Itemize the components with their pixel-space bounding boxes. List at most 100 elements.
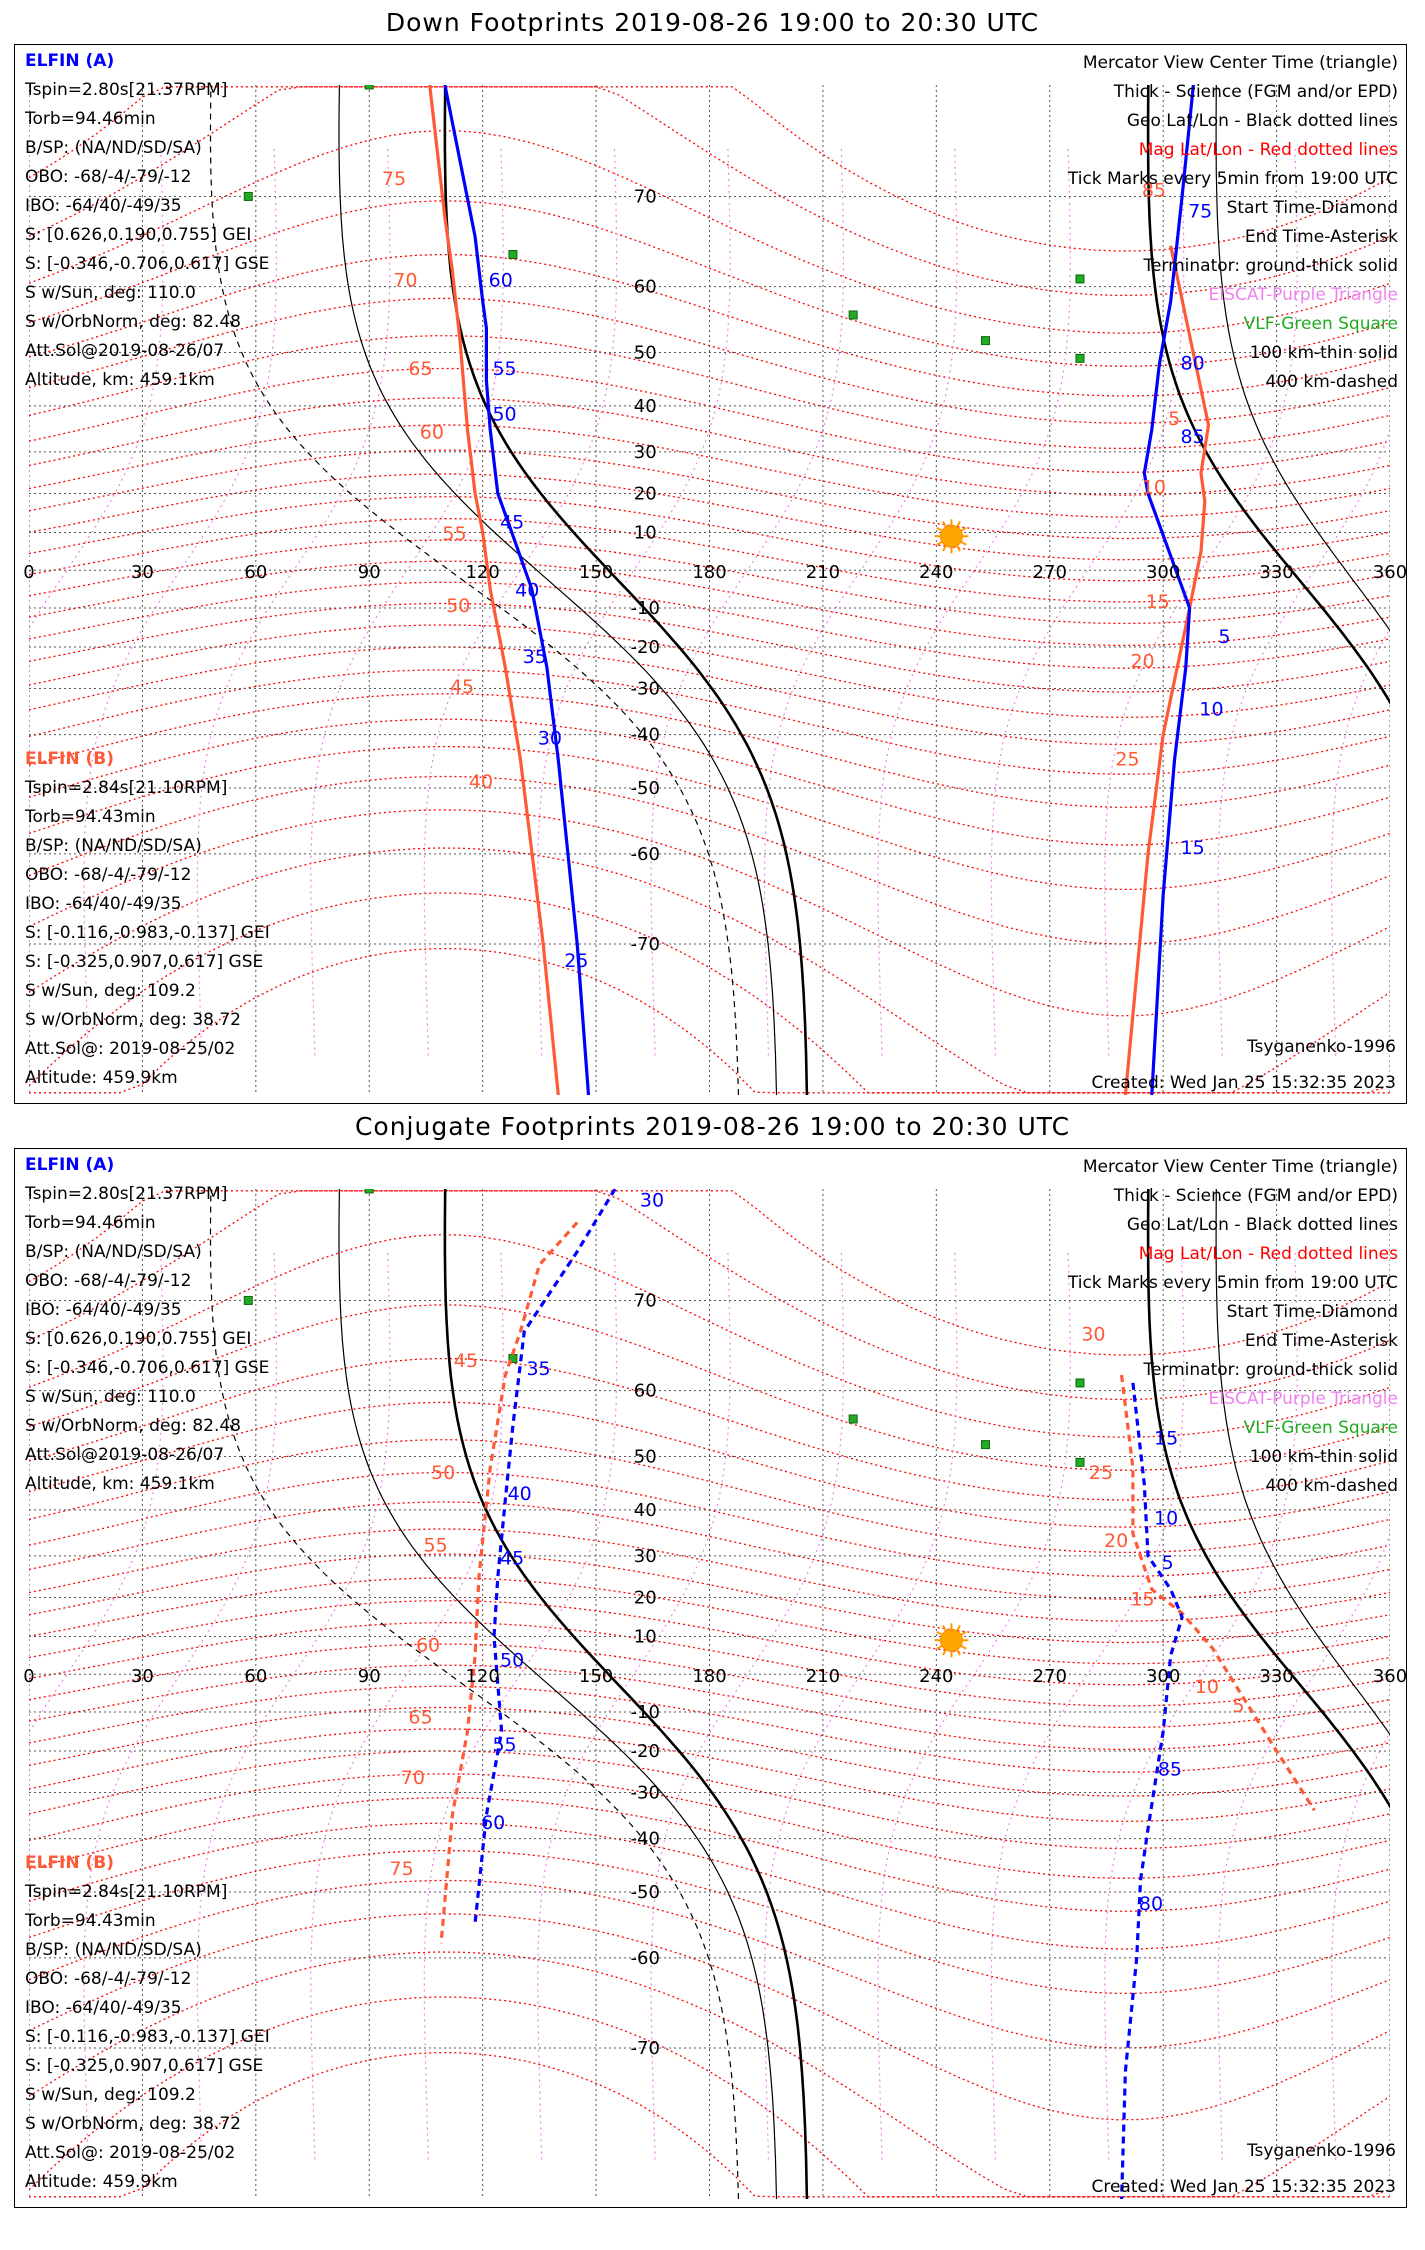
- longitude-tick-label: 330: [1259, 562, 1293, 583]
- elfin-a-tick-label: 35: [523, 646, 547, 668]
- elfin-b-line: Tspin=2.84s[21.10RPM]: [25, 778, 228, 798]
- latitude-tick-label: -40: [631, 1829, 660, 1850]
- longitude-tick-label: 360: [1373, 1666, 1407, 1687]
- legend-entry: Tick Marks every 5min from 19:00 UTC: [1067, 169, 1398, 189]
- vlf-station-square: [508, 249, 518, 259]
- elfin-b-tick-label: 65: [408, 1707, 432, 1729]
- elfin-a-tick-label: 75: [1188, 200, 1212, 222]
- latitude-tick-label: 50: [634, 343, 657, 364]
- elfin-b-tick-label: 65: [408, 358, 432, 380]
- terminator-100km: [1215, 85, 1390, 632]
- mag-longitude-line: [83, 147, 278, 1056]
- elfin-a-tick-label: 45: [500, 1548, 524, 1570]
- elfin-b-tick-label: 15: [1146, 591, 1170, 613]
- elfin-b-line: Tspin=2.84s[21.10RPM]: [25, 1882, 228, 1902]
- elfin-a-tick-label: 40: [508, 1483, 532, 1505]
- sun-icon: [939, 1628, 963, 1652]
- elfin-b-tick-label: 10: [1195, 1676, 1219, 1698]
- conjugate-footprints-panel: 30 35 40 45 50 55 60 15 10 5 85 80 45 50 55 60 65 70 75 30 2…: [14, 1148, 1407, 2208]
- mag-latitude-line: [29, 424, 1390, 518]
- elfin-b-tick-label: 25: [1089, 1462, 1113, 1484]
- longitude-tick-label: 210: [806, 1666, 840, 1687]
- legend-entry: Terminator: ground-thick solid: [1143, 256, 1398, 276]
- terminator-ground: [443, 85, 809, 1095]
- elfin-b-lines: Tspin=2.84s[21.10RPM] Torb=94.43min B/SP: …: [25, 774, 270, 1088]
- legend-entry: EISCAT-Purple Triangle: [1208, 1389, 1398, 1409]
- vlf-station-square: [848, 1414, 858, 1424]
- longitude-tick-label: 30: [131, 1666, 154, 1687]
- elfin-a-tick-label: 10: [1199, 698, 1223, 720]
- elfin-b-line: S w/Sun, deg: 109.2: [25, 981, 196, 1001]
- legend-entry: Geo Lat/Lon - Black dotted lines: [1126, 111, 1398, 131]
- elfin-b-track: [439, 1221, 579, 1944]
- longitude-tick-label: 300: [1146, 1666, 1180, 1687]
- legend-entry: VLF-Green Square: [1243, 314, 1398, 334]
- latitude-tick-label: 70: [634, 186, 657, 207]
- mag-latitude-line: [29, 200, 1390, 367]
- mag-longitude-line: [196, 147, 391, 1056]
- created-label: Created: Wed Jan 25 15:32:35 2023: [1091, 1073, 1396, 1093]
- legend-entry: Tick Marks every 5min from 19:00 UTC: [1067, 1273, 1398, 1293]
- legend-entry: 100 km-thin solid: [1249, 343, 1398, 363]
- mag-latitude-line: [29, 1501, 1390, 1600]
- mag-latitude-line: [29, 539, 1390, 625]
- mag-longitude-line: [763, 147, 958, 1056]
- elfin-a-line: IBO: -64/40/-49/35: [25, 1300, 182, 1320]
- mag-longitude-line: [650, 1251, 845, 2160]
- vlf-station-square: [980, 336, 990, 346]
- mag-latitude-line: [29, 847, 1390, 1094]
- elfin-a-tick-label: 5: [1162, 1552, 1174, 1574]
- longitude-tick-label: 240: [919, 562, 953, 583]
- elfin-a-tick-label: 80: [1181, 353, 1205, 375]
- legend-entry: Start Time-Diamond: [1226, 1302, 1398, 1322]
- elfin-a-line: Torb=94.46min: [25, 1213, 156, 1233]
- latitude-tick-label: -20: [631, 1741, 660, 1762]
- elfin-a-title: ELFIN (A): [25, 1155, 115, 1175]
- terminator-ground: [443, 1189, 809, 2199]
- latitude-tick-label: 30: [634, 442, 657, 463]
- mag-longitude-line: [537, 147, 731, 1056]
- elfin-a-track: [443, 85, 591, 1095]
- elfin-b-line: OBO: -68/-4/-79/-12: [25, 1969, 192, 1989]
- elfin-b-tick-label: 75: [389, 1858, 413, 1880]
- terminator-100km: [1215, 1189, 1390, 1736]
- latitude-tick-label: 70: [634, 1290, 657, 1311]
- latitude-tick-label: 30: [634, 1546, 657, 1567]
- elfin-a-line: Tspin=2.80s[21.37RPM]: [25, 80, 228, 100]
- mag-latitude-line: [29, 1685, 1390, 1773]
- elfin-b-line: S: [-0.116,-0.983,-0.137] GEI: [25, 923, 270, 943]
- longitude-tick-label: 120: [465, 1666, 499, 1687]
- elfin-b-info: ELFIN (B) Tspin=2.84s[21.10RPM] Torb=94.4…: [25, 1849, 270, 2192]
- latitude-tick-label: -70: [631, 2038, 660, 2059]
- longitude-tick-label: 270: [1033, 1666, 1067, 1687]
- longitude-tick-label: 210: [806, 562, 840, 583]
- latitude-tick-label: -60: [631, 844, 660, 865]
- vlf-station-square: [848, 310, 858, 320]
- map-layer: 7580856055504540353025510158575706560555…: [29, 85, 1390, 1095]
- elfin-b-tick-label: 50: [446, 595, 470, 617]
- legend-entry: Mercator View Center Time (triangle): [1082, 1157, 1398, 1177]
- elfin-b-tick-label: 60: [416, 1635, 440, 1657]
- mag-longitude-line: [990, 147, 1185, 1056]
- created-label: Created: Wed Jan 25 15:32:35 2023: [1091, 2177, 1396, 2197]
- elfin-a-tick-label: 55: [492, 358, 516, 380]
- elfin-b-line: S w/Sun, deg: 109.2: [25, 2085, 196, 2105]
- elfin-a-tick-label: 15: [1181, 837, 1205, 859]
- elfin-b-line: Att.Sol@: 2019-08-25/02: [25, 2143, 236, 2163]
- panel-title-down: Down Footprints 2019-08-26 19:00 to 20:3…: [385, 8, 1040, 37]
- elfin-b-tick-label: 45: [450, 676, 474, 698]
- longitude-tick-label: 90: [358, 1666, 381, 1687]
- mag-longitude-line: [537, 1251, 731, 2160]
- latitude-tick-label: -30: [631, 1783, 660, 1804]
- longitude-tick-label: 180: [692, 1666, 726, 1687]
- mag-longitude-line: [83, 1251, 278, 2160]
- latitude-tick-label: -50: [631, 1882, 660, 1903]
- longitude-tick-label: 330: [1259, 1666, 1293, 1687]
- down-footprints-panel: 75 80 85 60 55 50 45 40 35 30 25 5 10 15 85 75 70 65 60 55 5…: [14, 44, 1407, 1104]
- terminator-100km: [338, 85, 778, 1095]
- legend-entry: 100 km-thin solid: [1249, 1447, 1398, 1467]
- latitude-tick-label: 10: [634, 522, 657, 543]
- model-label: Tsyganenko-1996: [1246, 1037, 1396, 1057]
- elfin-a-tick-label: 25: [564, 950, 588, 972]
- legend-entry: Thick - Science (FGM and/or EPD): [1113, 82, 1398, 102]
